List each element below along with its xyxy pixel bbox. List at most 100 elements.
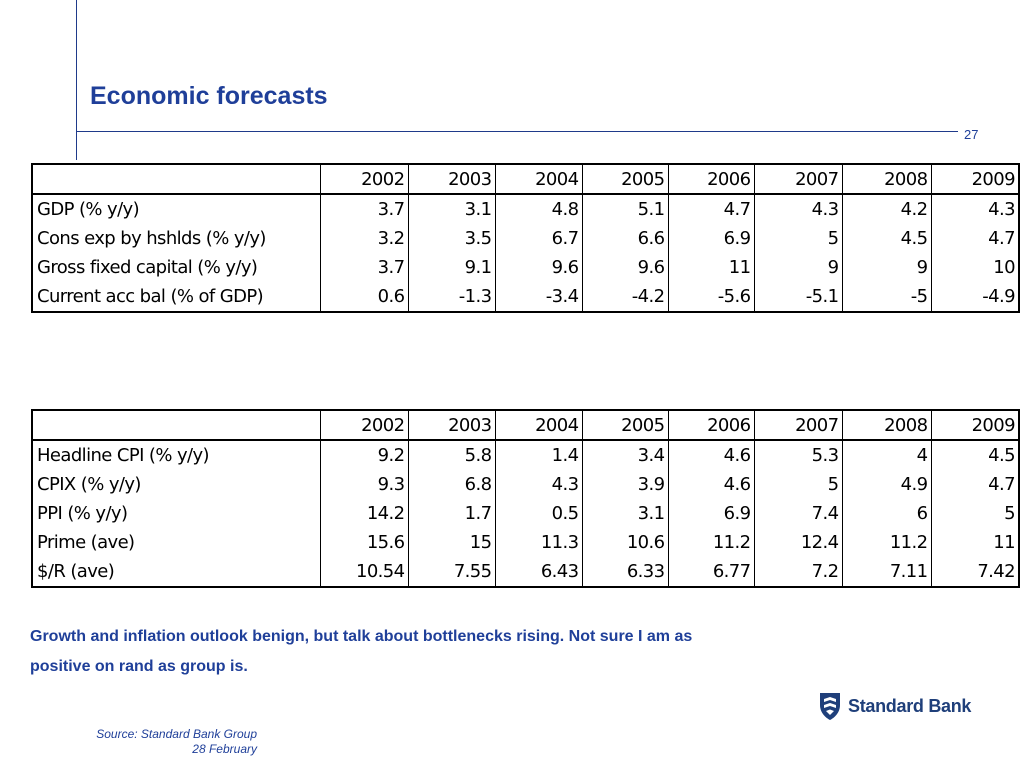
table-cell: -5.1: [753, 282, 842, 312]
table-cell: 3.4: [581, 440, 668, 470]
table-cell: 6.7: [494, 224, 582, 253]
standard-bank-logo: Standard Bank: [818, 691, 971, 721]
row-label: Cons exp by hshlds (% y/y): [37, 228, 266, 249]
table-cell: 7.42: [930, 557, 1019, 587]
table-cell: 3.7: [319, 253, 408, 282]
table-cell: 4.3: [753, 194, 842, 224]
table-cell: 4.3: [930, 194, 1019, 224]
row-label: Prime (ave): [37, 532, 135, 553]
source-line: Source: Standard Bank Group: [96, 727, 257, 741]
table-cell: 10.6: [581, 528, 668, 557]
year-header: 2007: [753, 410, 842, 441]
table-cell: 9: [753, 253, 842, 282]
year-header: 2009: [930, 410, 1019, 441]
table-row: PPI (% y/y) 14.2 1.7 0.5 3.1 6.9 7.4 6 5: [32, 499, 1019, 528]
table-cell: -5: [841, 282, 931, 312]
year-header: 2007: [753, 164, 842, 195]
table-cell: 7.55: [407, 557, 495, 587]
commentary-line-2: positive on rand as group is.: [30, 658, 248, 675]
commentary-line-1: Growth and inflation outlook benign, but…: [30, 628, 693, 645]
table-cell: 6.8: [407, 470, 495, 499]
year-header: 2009: [930, 164, 1019, 195]
row-label: PPI (% y/y): [37, 503, 128, 524]
logo-text: Standard Bank: [848, 695, 972, 716]
table-cell: 9.3: [319, 470, 408, 499]
row-label: Current acc bal (% of GDP): [37, 286, 264, 307]
row-label: Gross fixed capital (% y/y): [37, 257, 258, 278]
table-cell: -4.2: [581, 282, 668, 312]
year-header: 2006: [667, 164, 754, 195]
table-cell: 7.2: [753, 557, 842, 587]
commentary-text: Growth and inflation outlook benign, but…: [30, 622, 890, 682]
table-cell: 7.11: [841, 557, 931, 587]
table-cell: 4.7: [667, 194, 754, 224]
table-cell: 3.2: [319, 224, 408, 253]
table-cell: 5.3: [753, 440, 842, 470]
table-cell: 5.8: [407, 440, 495, 470]
table-cell: 5.1: [581, 194, 668, 224]
table-row: $/R (ave) 10.54 7.55 6.43 6.33 6.77 7.2 …: [32, 557, 1019, 587]
table-cell: 4.7: [930, 224, 1019, 253]
page-title: Economic forecasts: [90, 82, 328, 110]
year-header: 2004: [494, 164, 582, 195]
table-cell: 6.6: [581, 224, 668, 253]
header-blank-cell: [32, 410, 320, 441]
table-cell: 4.6: [667, 470, 754, 499]
table-cell: 3.1: [407, 194, 495, 224]
table-cell: 3.5: [407, 224, 495, 253]
table-cell: 6.33: [581, 557, 668, 587]
header-blank-cell: [32, 164, 320, 195]
row-label: $/R (ave): [37, 561, 115, 582]
table-cell: 4.3: [494, 470, 582, 499]
table-cell: 7.4: [753, 499, 842, 528]
table-cell: 5: [753, 224, 842, 253]
year-header: 2004: [494, 410, 582, 441]
table-cell: 4.7: [930, 470, 1019, 499]
table-cell: 9.6: [494, 253, 582, 282]
table-cell: 11: [930, 528, 1019, 557]
table-cell: 0.6: [319, 282, 408, 312]
table-cell: 6.9: [667, 499, 754, 528]
table-cell: -4.9: [930, 282, 1019, 312]
year-header: 2003: [407, 410, 495, 441]
date-line: 28 February: [192, 742, 257, 756]
row-label: Headline CPI (% y/y): [37, 445, 210, 466]
table-cell: 4.8: [494, 194, 582, 224]
table-row: Headline CPI (% y/y) 9.2 5.8 1.4 3.4 4.6…: [32, 440, 1019, 470]
year-header: 2002: [319, 164, 408, 195]
table-cell: 6.9: [667, 224, 754, 253]
table-cell: 6.43: [494, 557, 582, 587]
table-cell: 9.6: [581, 253, 668, 282]
table-cell: 6: [841, 499, 931, 528]
table-cell: 3.1: [581, 499, 668, 528]
page-number: 27: [964, 127, 979, 142]
year-header: 2005: [581, 164, 668, 195]
source-footnote: Source: Standard Bank Group 28 February: [40, 727, 257, 757]
table-cell: 9.1: [407, 253, 495, 282]
table-cell: 10: [930, 253, 1019, 282]
row-label: GDP (% y/y): [37, 199, 140, 220]
table-cell: 4.6: [667, 440, 754, 470]
table-cell: 6.77: [667, 557, 754, 587]
table-cell: 11: [667, 253, 754, 282]
growth-forecast-table: 2002 2003 2004 2005 2006 2007 2008 2009 …: [31, 163, 1020, 313]
table-cell: 15.6: [319, 528, 408, 557]
year-header: 2006: [667, 410, 754, 441]
table-cell: 4.9: [841, 470, 931, 499]
inflation-forecast-table: 2002 2003 2004 2005 2006 2007 2008 2009 …: [31, 409, 1020, 588]
table-row: CPIX (% y/y) 9.3 6.8 4.3 3.9 4.6 5 4.9 4…: [32, 470, 1019, 499]
table-cell: -3.4: [494, 282, 582, 312]
table-cell: 4.5: [841, 224, 931, 253]
table-cell: 5: [753, 470, 842, 499]
table-row: Gross fixed capital (% y/y) 3.7 9.1 9.6 …: [32, 253, 1019, 282]
table-cell: 11.2: [667, 528, 754, 557]
table-cell: 9.2: [319, 440, 408, 470]
table-cell: 3.7: [319, 194, 408, 224]
table-cell: 0.5: [494, 499, 582, 528]
table-row: Cons exp by hshlds (% y/y) 3.2 3.5 6.7 6…: [32, 224, 1019, 253]
year-header: 2003: [407, 164, 495, 195]
row-label: CPIX (% y/y): [37, 474, 141, 495]
year-header: 2002: [319, 410, 408, 441]
table-cell: 4: [841, 440, 931, 470]
shield-icon: [820, 693, 840, 720]
